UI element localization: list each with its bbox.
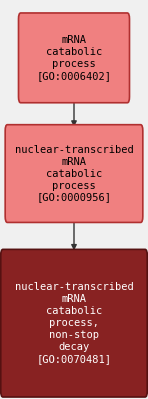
Text: nuclear-transcribed
mRNA
catabolic
process
[GO:0000956]: nuclear-transcribed mRNA catabolic proce… bbox=[15, 144, 133, 203]
FancyBboxPatch shape bbox=[5, 124, 143, 223]
Text: mRNA
catabolic
process
[GO:0006402]: mRNA catabolic process [GO:0006402] bbox=[37, 35, 111, 81]
Text: nuclear-transcribed
mRNA
catabolic
process,
non-stop
decay
[GO:0070481]: nuclear-transcribed mRNA catabolic proce… bbox=[15, 282, 133, 364]
FancyBboxPatch shape bbox=[1, 249, 147, 397]
FancyBboxPatch shape bbox=[18, 13, 130, 103]
